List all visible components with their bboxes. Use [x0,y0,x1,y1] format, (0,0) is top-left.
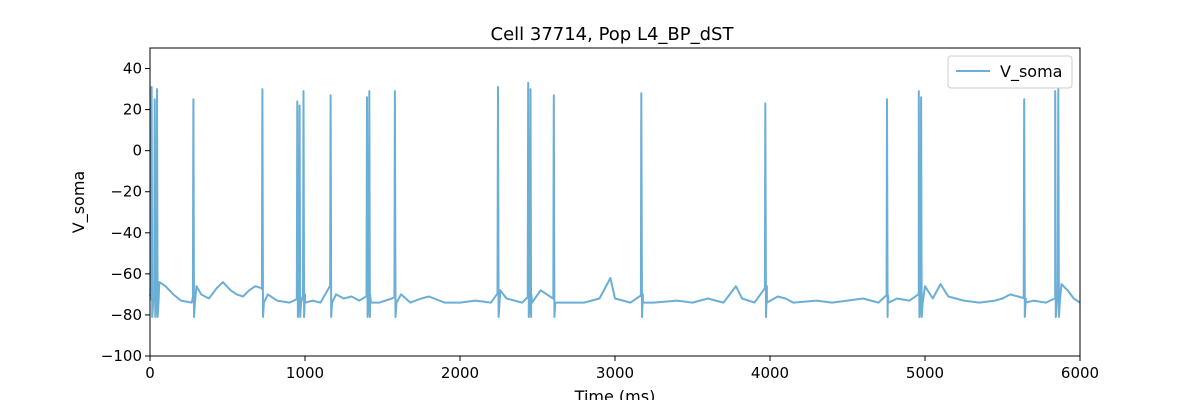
legend-label: V_soma [1000,62,1062,82]
x-tick-label: 6000 [1061,364,1099,382]
series-line-v-soma [149,81,1081,318]
y-tick-label: 40 [123,60,142,78]
chart-title: Cell 37714, Pop L4_BP_dST [491,24,735,45]
x-tick-label: 0 [145,364,155,382]
x-tick-label: 1000 [286,364,324,382]
plot-area: 0 1000 2000 3000 4000 5000 6000 −100 −80 −60 −40 −2… [101,47,1099,382]
y-tick-label: 0 [132,142,142,160]
x-tick-label: 2000 [441,364,479,382]
y-tick-label: −60 [110,265,142,283]
y-axis-label: V_soma [69,171,89,233]
x-tick-label: 5000 [906,364,944,382]
y-tick-label: −20 [110,183,142,201]
x-tick-label: 3000 [596,364,634,382]
x-tick-label: 4000 [751,364,789,382]
x-axis-label: Time (ms) [574,387,656,400]
legend-box [947,55,1073,89]
axes-frame [149,47,1081,357]
y-tick-label: −100 [101,347,142,365]
y-tick-label: −40 [110,224,142,242]
y-tick-label: 20 [123,101,142,119]
legend: V_soma [947,55,1073,89]
y-tick-label: −80 [110,306,142,324]
